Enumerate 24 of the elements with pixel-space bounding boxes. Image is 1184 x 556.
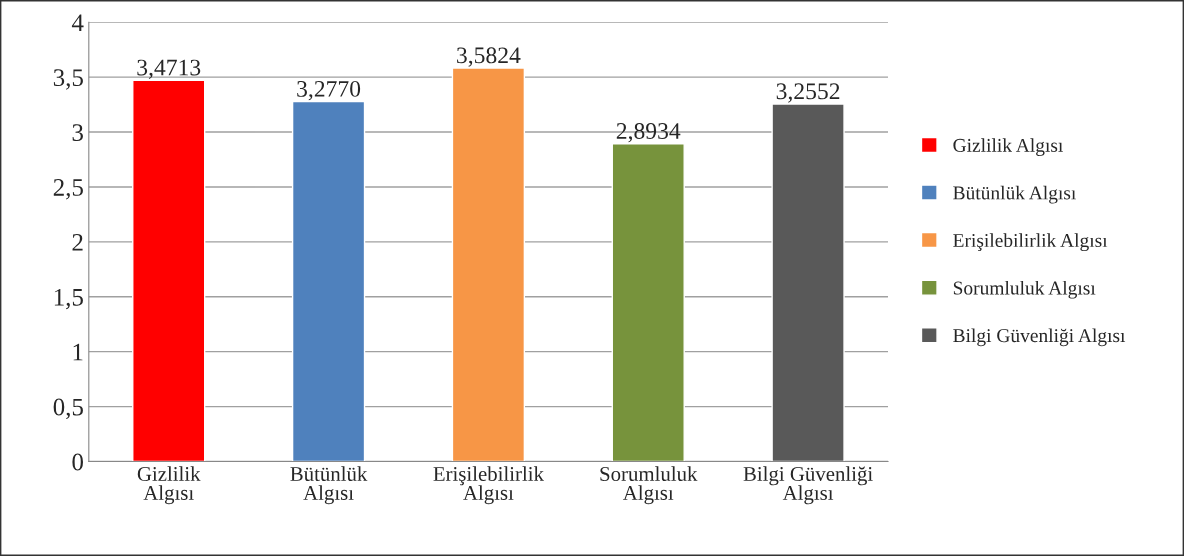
data-label: 3,2770 bbox=[297, 80, 361, 101]
y-tick-label: 3,5 bbox=[53, 69, 83, 90]
legend-label: Bilgi Güvenliği Algısı bbox=[953, 328, 1126, 347]
y-tick-label: 1 bbox=[73, 343, 83, 361]
data-label: 3,5824 bbox=[457, 47, 521, 67]
x-tick-label: Bütünlük Algısı bbox=[290, 466, 368, 505]
x-tick-label: Erişilebilirlik Algısı bbox=[433, 466, 544, 505]
y-tick-label: 0 bbox=[72, 453, 83, 471]
data-label: 3,2552 bbox=[776, 83, 840, 103]
x-tick-label: Gizlilik Algısı bbox=[137, 466, 201, 505]
x-tick-label: Sorumluluk Algısı bbox=[600, 466, 698, 505]
legend-label: Bütünlük Algısı bbox=[953, 185, 1076, 204]
data-label: 2,8934 bbox=[616, 123, 681, 143]
x-tick-label: Bilgi Güvenliği Algısı bbox=[743, 466, 873, 505]
y-tick-label: 2,5 bbox=[53, 179, 83, 200]
y-tick-label: 1,5 bbox=[54, 288, 83, 310]
y-tick-label: 4 bbox=[71, 14, 84, 31]
legend-label: Gizlilik Algısı bbox=[953, 138, 1063, 156]
y-tick-label: 3 bbox=[72, 124, 83, 141]
legend-label: Sorumluluk Algısı bbox=[953, 280, 1096, 299]
data-label: 3,4713 bbox=[137, 59, 201, 79]
legend-label: Erişilebilirlik Algısı bbox=[953, 233, 1108, 252]
y-tick-label: 0,5 bbox=[53, 398, 83, 420]
y-tick-label: 2 bbox=[72, 233, 83, 251]
